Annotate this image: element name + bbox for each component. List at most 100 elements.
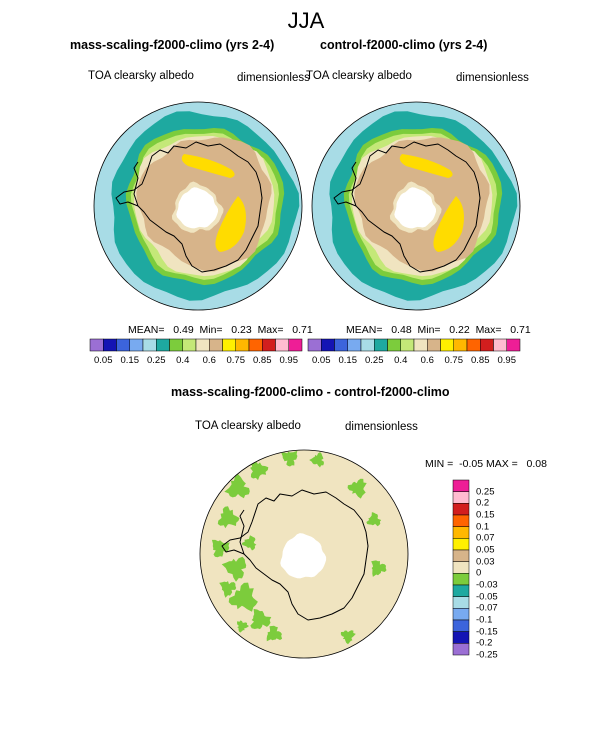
colorbar-swatch — [142, 338, 157, 352]
map-yellow-patch-1 — [181, 154, 235, 178]
colorbar-swatch — [466, 338, 481, 352]
map-yellow-patch-2 — [433, 196, 464, 252]
colorbar-swatch — [307, 338, 322, 352]
colorbar-swatch — [360, 338, 375, 352]
map-frame — [199, 449, 409, 659]
panel-2-colorbar-ticks: 0.05 0.15 0.25 0.4 0.6 0.75 0.85 0.95 — [308, 355, 520, 369]
panel-2-units-label: dimensionless — [456, 72, 529, 84]
colorbar-swatch — [493, 338, 507, 352]
map-green-patch — [221, 556, 247, 582]
map-green-patch — [228, 582, 258, 612]
colorbar-swatch — [89, 338, 104, 352]
colorbar-swatch — [506, 338, 521, 352]
map-green-patch — [237, 620, 249, 633]
colorbar-tick-label: -0.1 — [476, 614, 493, 626]
map-frame — [311, 101, 521, 311]
map-green-patch — [250, 460, 269, 481]
diff-panel-colorbar — [452, 479, 470, 656]
colorbar-swatch — [440, 338, 454, 352]
colorbar-swatch — [169, 338, 183, 352]
colorbar-tick-label: 0.25 — [147, 355, 166, 366]
colorbar-swatch — [427, 338, 441, 352]
panel-2-variable-label: TOA clearsky albedo — [306, 70, 412, 82]
map-pole-hole — [176, 187, 218, 229]
map-green-patch — [366, 512, 382, 527]
colorbar-swatch — [452, 584, 470, 597]
map-pole-hole — [394, 187, 436, 229]
colorbar-swatch — [334, 338, 348, 352]
colorbar-tick-label: 0.05 — [94, 355, 113, 366]
map-green-patch — [219, 581, 237, 598]
colorbar-tick-label: 0 — [476, 567, 482, 579]
colorbar-tick-label: 0.25 — [476, 486, 495, 498]
colorbar-swatch — [288, 338, 303, 352]
panel-1-colorbar-ticks: 0.05 0.15 0.25 0.4 0.6 0.75 0.85 0.95 — [90, 355, 302, 369]
map-green-patch — [347, 478, 367, 499]
map-coastline — [115, 141, 263, 273]
colorbar-swatch — [452, 643, 470, 656]
colorbar-tick-label: -0.07 — [476, 602, 498, 614]
diff-panel-units-label: dimensionless — [345, 421, 418, 433]
colorbar-tick-label: -0.25 — [476, 649, 498, 661]
panel-1-variable-label: TOA clearsky albedo — [88, 70, 194, 82]
colorbar-swatch — [452, 491, 470, 504]
colorbar-tick-label: -0.2 — [476, 637, 493, 649]
map-peninsula-coast — [351, 161, 357, 207]
diff-panel-variable-label: TOA clearsky albedo — [195, 420, 301, 432]
map-yellow-patch-1 — [399, 154, 453, 178]
colorbar-swatch — [452, 596, 470, 609]
colorbar-swatch — [275, 338, 289, 352]
colorbar-tick-label: 0.75 — [226, 355, 246, 366]
map-green-patch — [211, 539, 230, 558]
colorbar-swatch — [480, 338, 494, 352]
colorbar-tick-label: 0.07 — [476, 532, 495, 544]
panel-1-units-label: dimensionless — [237, 72, 310, 84]
colorbar-tick-label: 0.85 — [471, 355, 490, 366]
colorbar-swatch — [453, 338, 468, 352]
map-peninsula-coast — [239, 509, 245, 555]
colorbar-tick-label: -0.03 — [476, 579, 498, 591]
colorbar-swatch — [452, 503, 470, 516]
colorbar-swatch — [262, 338, 276, 352]
map-green-patch — [217, 506, 240, 529]
colorbar-swatch — [413, 338, 428, 352]
colorbar-tick-label: 0.15 — [120, 355, 140, 366]
colorbar-tick-label: 0.6 — [202, 355, 216, 366]
colorbar-tick-label: 0.2 — [476, 497, 490, 509]
colorbar-swatch — [452, 538, 470, 551]
colorbar-tick-label: 0.05 — [476, 544, 495, 556]
colorbar-swatch — [452, 573, 470, 586]
panel-1-polar-map — [93, 101, 303, 311]
colorbar-swatch — [248, 338, 263, 352]
panel-1-colorbar — [89, 338, 303, 352]
map-green-patch — [340, 630, 356, 645]
colorbar-swatch — [452, 561, 470, 574]
map-coastline — [333, 141, 481, 273]
colorbar-tick-label: 0.4 — [176, 355, 190, 366]
colorbar-tick-label: 0.85 — [253, 355, 272, 366]
map-green-patch — [309, 452, 324, 468]
colorbar-swatch — [209, 338, 223, 352]
colorbar-tick-label: 0.6 — [420, 355, 434, 366]
panel-2-title: control-f2000-climo (yrs 2-4) — [320, 38, 488, 52]
colorbar-swatch — [387, 338, 401, 352]
colorbar-swatch — [182, 338, 197, 352]
map-frame — [93, 101, 303, 311]
colorbar-swatch — [129, 338, 144, 352]
map-pole-hole — [280, 533, 327, 579]
colorbar-tick-label: 0.1 — [476, 521, 490, 533]
colorbar-swatch — [116, 338, 130, 352]
colorbar-swatch — [374, 338, 388, 352]
colorbar-swatch — [452, 549, 470, 562]
colorbar-tick-label: 0.75 — [444, 355, 464, 366]
map-peninsula-coast — [133, 161, 139, 207]
figure-title: JJA — [287, 8, 325, 33]
map-green-patch — [224, 474, 250, 499]
colorbar-swatch — [452, 479, 470, 492]
colorbar-swatch — [321, 338, 335, 352]
map-green-patch — [281, 450, 298, 467]
colorbar-tick-label: 0.25 — [365, 355, 384, 366]
map-green-patch — [266, 625, 283, 642]
colorbar-swatch — [452, 514, 470, 527]
panel-2-colorbar — [307, 338, 521, 352]
